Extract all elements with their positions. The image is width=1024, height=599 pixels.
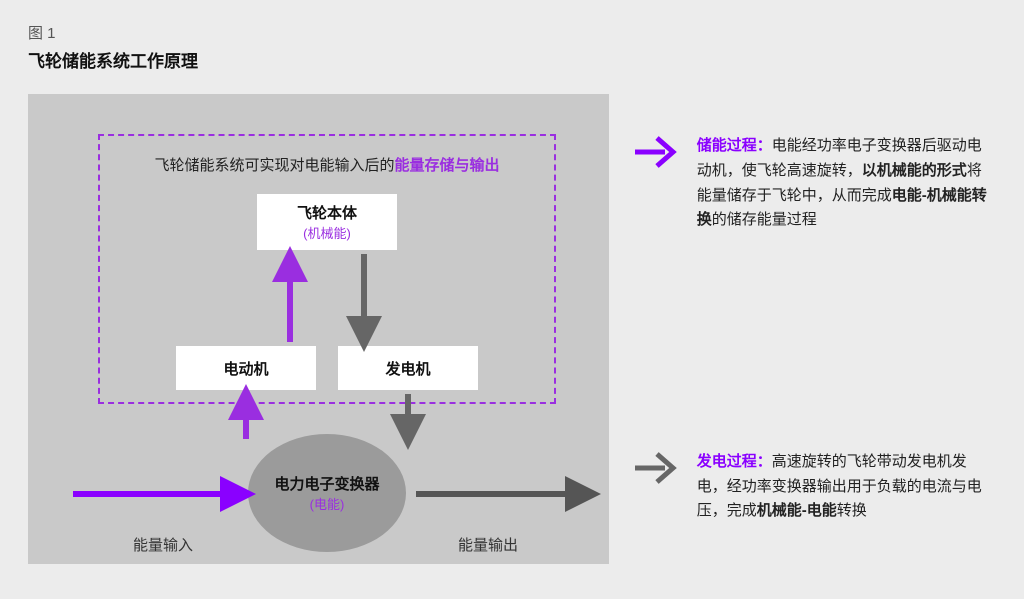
charge-b1: 以机械能的形式 xyxy=(862,162,967,179)
arrow-right-icon xyxy=(633,134,677,170)
node-converter: 电力电子变换器 (电能) xyxy=(248,434,406,552)
charge-lead: 储能过程： xyxy=(697,137,772,154)
charge-text: 储能过程：电能经功率电子变换器后驱动电动机，使飞轮高速旋转，以机械能的形式将能量… xyxy=(697,134,987,233)
node-generator: 发电机 xyxy=(338,346,478,390)
node-converter-title: 电力电子变换器 xyxy=(274,473,379,494)
discharge-lead: 发电过程： xyxy=(697,453,772,470)
node-converter-sub: (电能) xyxy=(310,494,345,513)
explanation-column: 储能过程：电能经功率电子变换器后驱动电动机，使飞轮高速旋转，以机械能的形式将能量… xyxy=(633,94,996,564)
energy-in-label: 能量输入 xyxy=(133,534,193,555)
explanation-charge: 储能过程：电能经功率电子变换器后驱动电动机，使飞轮高速旋转，以机械能的形式将能量… xyxy=(633,134,996,233)
figure-label: 图 1 xyxy=(28,22,996,43)
node-motor-title: 电动机 xyxy=(223,358,268,379)
node-flywheel-title: 飞轮本体 xyxy=(297,202,357,223)
charge-seg3: 的储存能量过程 xyxy=(712,211,817,228)
discharge-text: 发电过程：高速旋转的飞轮带动发电机发电，经功率变换器输出用于负载的电流与电压，完… xyxy=(697,450,987,524)
node-motor: 电动机 xyxy=(176,346,316,390)
node-flywheel: 飞轮本体 (机械能) xyxy=(257,194,397,250)
dashed-system-boundary: 飞轮储能系统可实现对电能输入后的能量存储与输出 xyxy=(98,134,556,404)
discharge-b1: 机械能-电能 xyxy=(757,502,837,519)
node-generator-title: 发电机 xyxy=(385,358,430,379)
arrow-right-icon xyxy=(633,450,677,486)
figure-title: 飞轮储能系统工作原理 xyxy=(28,47,996,72)
discharge-seg2: 转换 xyxy=(837,502,867,519)
dashed-head-plain: 飞轮储能系统可实现对电能输入后的 xyxy=(154,157,394,174)
explanation-discharge: 发电过程：高速旋转的飞轮带动发电机发电，经功率变换器输出用于负载的电流与电压，完… xyxy=(633,450,996,524)
energy-out-label: 能量输出 xyxy=(458,534,518,555)
diagram-panel: 飞轮储能系统可实现对电能输入后的能量存储与输出 飞轮本体 (机械能) 电动机 发… xyxy=(28,94,609,564)
node-flywheel-sub: (机械能) xyxy=(303,223,351,242)
dashed-head-bold: 能量存储与输出 xyxy=(395,157,500,174)
dashed-box-heading: 飞轮储能系统可实现对电能输入后的能量存储与输出 xyxy=(100,154,554,175)
